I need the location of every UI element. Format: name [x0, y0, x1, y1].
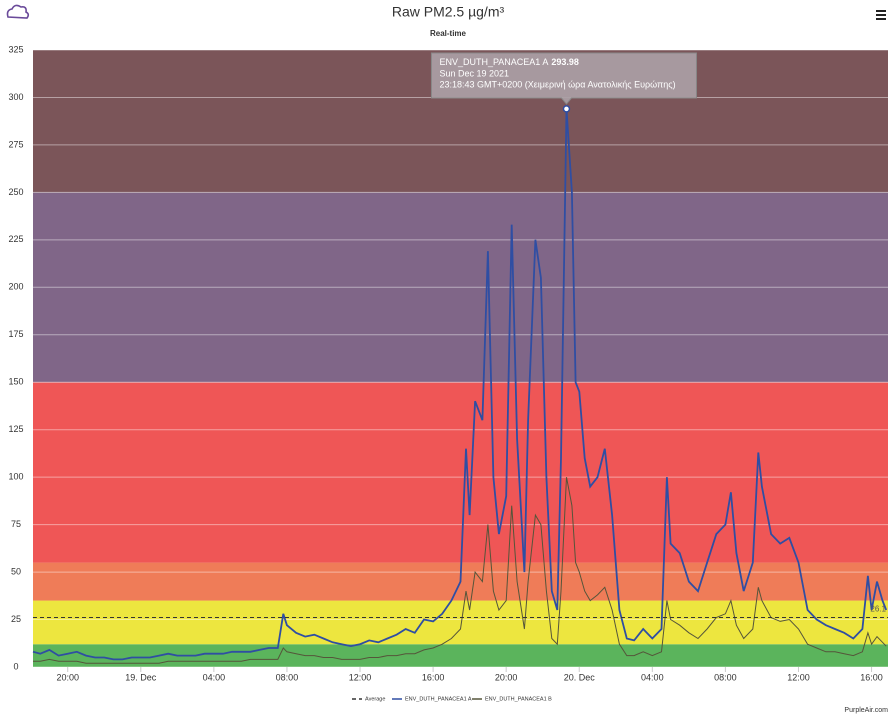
x-tick-label: 12:00 — [349, 672, 372, 682]
tooltip-value: 293.98 — [551, 57, 579, 67]
chart-title: Raw PM2.5 µg/m³ — [392, 4, 505, 20]
x-tick-label: 16:00 — [860, 672, 883, 682]
x-tick-label: 20:00 — [495, 672, 518, 682]
tooltip-date: Sun Dec 19 2021 — [439, 68, 509, 78]
y-tick-label: 100 — [8, 472, 23, 482]
legend-label: ENV_DUTH_PANACEA1 B — [485, 696, 552, 702]
x-tick-label: 19. Dec — [125, 672, 157, 682]
x-tick-label: 12:00 — [787, 672, 810, 682]
aqi-band — [33, 644, 888, 667]
x-tick-label: 08:00 — [276, 672, 299, 682]
tooltip-time: 23:18:43 GMT+0200 (Χειμερινή ώρα Ανατολι… — [439, 79, 675, 89]
y-tick-label: 225 — [8, 234, 23, 244]
y-tick-label: 200 — [8, 282, 23, 292]
x-tick-label: 20. Dec — [564, 672, 596, 682]
cloud-icon[interactable] — [6, 4, 30, 19]
y-tick-label: 125 — [8, 424, 23, 434]
menu-bar — [876, 10, 886, 12]
y-tick-label: 300 — [8, 92, 23, 102]
y-tick-label: 275 — [8, 139, 23, 149]
tooltip-title: ENV_DUTH_PANACEA1 A 293.98 — [439, 57, 578, 67]
tooltip-marker — [562, 105, 571, 113]
y-tick-label: 50 — [11, 566, 21, 576]
series-line — [33, 477, 887, 664]
series-line — [32, 108, 888, 661]
average-label: 26.1 — [870, 605, 886, 614]
aqi-band — [33, 382, 888, 563]
tooltip-series: ENV_DUTH_PANACEA1 A — [439, 57, 548, 67]
x-tick-label: 16:00 — [422, 672, 445, 682]
legend-label: ENV_DUTH_PANACEA1 A — [405, 696, 472, 702]
legend-label: Average — [365, 696, 385, 702]
y-tick-label: 25 — [11, 614, 21, 624]
tooltip-box — [430, 52, 697, 105]
y-tick-label: 0 — [13, 661, 18, 671]
aqi-band — [33, 192, 888, 383]
menu-icon[interactable] — [876, 10, 886, 20]
aqi-band — [33, 600, 888, 645]
y-tick-label: 175 — [8, 329, 23, 339]
chart-subtitle: Real-time — [430, 29, 467, 38]
y-tick-label: 325 — [8, 44, 23, 54]
menu-bar — [876, 14, 886, 16]
menu-bar — [876, 18, 886, 20]
x-tick-label: 20:00 — [56, 672, 79, 682]
credit: PurpleAir.com — [844, 707, 888, 714]
y-tick-label: 150 — [8, 377, 23, 387]
y-tick-label: 250 — [8, 187, 23, 197]
x-tick-label: 08:00 — [714, 672, 737, 682]
x-tick-label: 04:00 — [641, 672, 664, 682]
y-tick-label: 75 — [11, 519, 21, 529]
x-tick-label: 04:00 — [203, 672, 226, 682]
